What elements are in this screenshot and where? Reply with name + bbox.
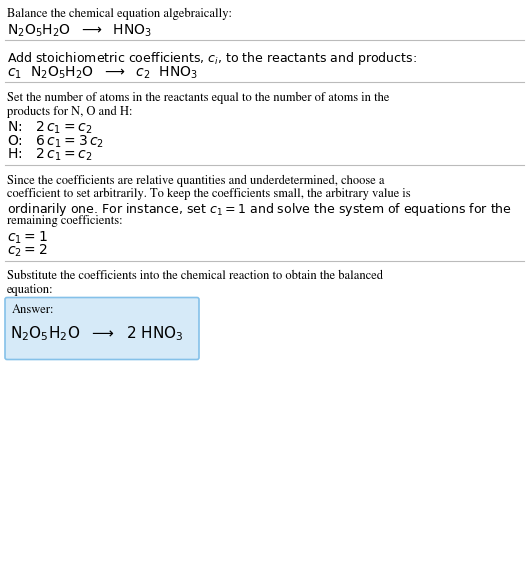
Text: H:   $2\,c_1 = c_2$: H: $2\,c_1 = c_2$ [7, 147, 93, 163]
Text: $c_2 = 2$: $c_2 = 2$ [7, 243, 48, 259]
Text: Set the number of atoms in the reactants equal to the number of atoms in the: Set the number of atoms in the reactants… [7, 92, 389, 104]
Text: Since the coefficients are relative quantities and underdetermined, choose a: Since the coefficients are relative quan… [7, 175, 385, 187]
Text: $\mathregular{N_2O_5H_2O}$  $\longrightarrow$  $2\ \mathregular{HNO_3}$: $\mathregular{N_2O_5H_2O}$ $\longrightar… [10, 324, 184, 343]
Text: $\mathregular{N_2O_5H_2O}$  $\longrightarrow$  $\mathregular{HNO_3}$: $\mathregular{N_2O_5H_2O}$ $\longrightar… [7, 23, 152, 39]
Text: N:   $2\,c_1 = c_2$: N: $2\,c_1 = c_2$ [7, 120, 93, 137]
Text: Answer:: Answer: [12, 304, 54, 316]
Text: O:   $6\,c_1 = 3\,c_2$: O: $6\,c_1 = 3\,c_2$ [7, 133, 104, 150]
Text: ordinarily one. For instance, set $c_1 = 1$ and solve the system of equations fo: ordinarily one. For instance, set $c_1 =… [7, 201, 512, 218]
Text: remaining coefficients:: remaining coefficients: [7, 215, 123, 227]
Text: coefficient to set arbitrarily. To keep the coefficients small, the arbitrary va: coefficient to set arbitrarily. To keep … [7, 188, 411, 200]
FancyBboxPatch shape [5, 298, 199, 359]
Text: Balance the chemical equation algebraically:: Balance the chemical equation algebraica… [7, 8, 232, 20]
Text: equation:: equation: [7, 284, 53, 296]
Text: products for N, O and H:: products for N, O and H: [7, 105, 132, 118]
Text: Add stoichiometric coefficients, $c_i$, to the reactants and products:: Add stoichiometric coefficients, $c_i$, … [7, 50, 417, 67]
Text: Substitute the coefficients into the chemical reaction to obtain the balanced: Substitute the coefficients into the che… [7, 270, 383, 282]
Text: $c_1 = 1$: $c_1 = 1$ [7, 230, 48, 246]
Text: $c_1$  $\mathregular{N_2O_5H_2O}$  $\longrightarrow$  $c_2$  $\mathregular{HNO_3: $c_1$ $\mathregular{N_2O_5H_2O}$ $\longr… [7, 65, 198, 81]
